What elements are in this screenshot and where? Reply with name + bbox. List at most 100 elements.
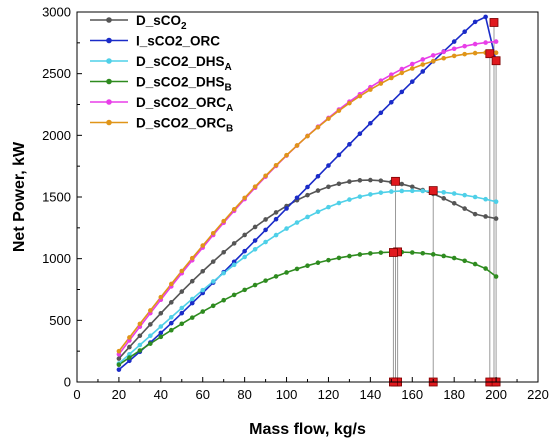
- series-point: [189, 255, 195, 261]
- series-point: [462, 206, 467, 211]
- series-point: [252, 238, 258, 243]
- series-point: [305, 192, 310, 198]
- series-point: [462, 192, 467, 198]
- series-point: [326, 184, 331, 190]
- legend-swatch-marker: [106, 17, 112, 23]
- series-point: [389, 72, 394, 77]
- series-line: [118, 179, 497, 360]
- series-point: [263, 227, 268, 233]
- series-point: [284, 270, 289, 275]
- series-point: [200, 268, 206, 274]
- x-tick-label: 220: [527, 387, 549, 402]
- series-point: [294, 266, 300, 272]
- series-point: [221, 297, 226, 303]
- series-point: [378, 110, 384, 116]
- series-point: [158, 330, 164, 336]
- series-point: [210, 259, 216, 264]
- series-point: [127, 351, 132, 357]
- series-point: [127, 358, 132, 364]
- series-point: [409, 184, 415, 190]
- series-point: [483, 40, 488, 45]
- x-axis-title: Mass flow, kg/s: [249, 421, 366, 438]
- y-axis-title: Net Power, kW: [11, 141, 28, 252]
- series-point: [200, 309, 206, 314]
- series-point: [116, 348, 122, 354]
- series-point: [347, 142, 352, 147]
- series-point: [472, 41, 478, 47]
- series-point: [263, 217, 268, 222]
- series-point: [137, 333, 143, 339]
- series-point: [284, 206, 289, 211]
- series-point: [242, 287, 247, 293]
- series-point: [210, 230, 216, 236]
- series-point: [326, 163, 331, 168]
- series-point: [231, 292, 237, 298]
- series-point: [221, 218, 226, 224]
- series-point: [127, 355, 132, 360]
- series-point: [378, 250, 384, 255]
- series-point: [493, 50, 499, 55]
- series-point: [168, 314, 174, 320]
- series-point: [399, 89, 405, 95]
- series-point: [273, 163, 279, 168]
- series-point: [273, 216, 279, 222]
- y-tick-label: 2500: [42, 66, 71, 81]
- legend-swatch-marker: [106, 78, 112, 85]
- series-point: [179, 268, 185, 274]
- series-point: [472, 19, 478, 25]
- series-point: [420, 188, 426, 194]
- series-point: [430, 252, 436, 257]
- y-tick-label: 500: [49, 313, 71, 328]
- max-marker: [389, 248, 398, 257]
- series-point: [200, 243, 206, 248]
- series-point: [252, 184, 258, 189]
- legend-swatch-marker: [106, 37, 112, 44]
- series-point: [158, 334, 164, 340]
- legend-entry-label: D_sCO2_ORCA: [136, 95, 233, 114]
- series-point: [116, 362, 122, 368]
- legend-entry-label: D_sCO2_ORCB: [136, 116, 233, 135]
- series-point: [357, 93, 363, 99]
- series-point: [200, 287, 206, 293]
- series-point: [336, 255, 342, 261]
- series-point: [409, 61, 415, 67]
- series-point: [305, 184, 310, 190]
- series-points: [116, 14, 499, 372]
- series-point: [357, 178, 363, 183]
- series-point: [462, 29, 467, 35]
- series-point: [137, 342, 143, 348]
- series-point: [441, 49, 447, 55]
- series-point: [399, 181, 405, 187]
- series-point: [441, 55, 447, 61]
- y-tick-label: 2000: [42, 128, 71, 143]
- x-tick-label: 80: [237, 387, 251, 402]
- series-point: [357, 194, 363, 199]
- series-point: [210, 279, 216, 284]
- max-markers: [389, 18, 501, 387]
- series-point: [179, 310, 185, 316]
- x-tick-label: 180: [443, 387, 465, 402]
- series-point: [210, 303, 216, 309]
- series-point: [242, 248, 247, 254]
- series-point: [409, 250, 415, 255]
- series-point: [368, 251, 373, 256]
- series-point: [451, 255, 457, 261]
- series-point: [326, 116, 331, 121]
- series-point: [189, 278, 195, 284]
- series-point: [231, 241, 237, 246]
- series-point: [378, 190, 384, 195]
- series-point: [315, 173, 321, 179]
- series-point: [179, 289, 185, 294]
- series-point: [252, 282, 258, 288]
- series-point: [148, 308, 153, 313]
- series-point: [231, 207, 237, 212]
- series-point: [451, 46, 457, 52]
- x-tick-label: 120: [318, 387, 340, 402]
- series-point: [409, 79, 415, 84]
- max-marker: [489, 18, 499, 27]
- series-point: [430, 53, 436, 58]
- series-point: [451, 191, 457, 196]
- series-point: [472, 194, 478, 200]
- series-point: [368, 177, 373, 183]
- series-point: [158, 311, 164, 316]
